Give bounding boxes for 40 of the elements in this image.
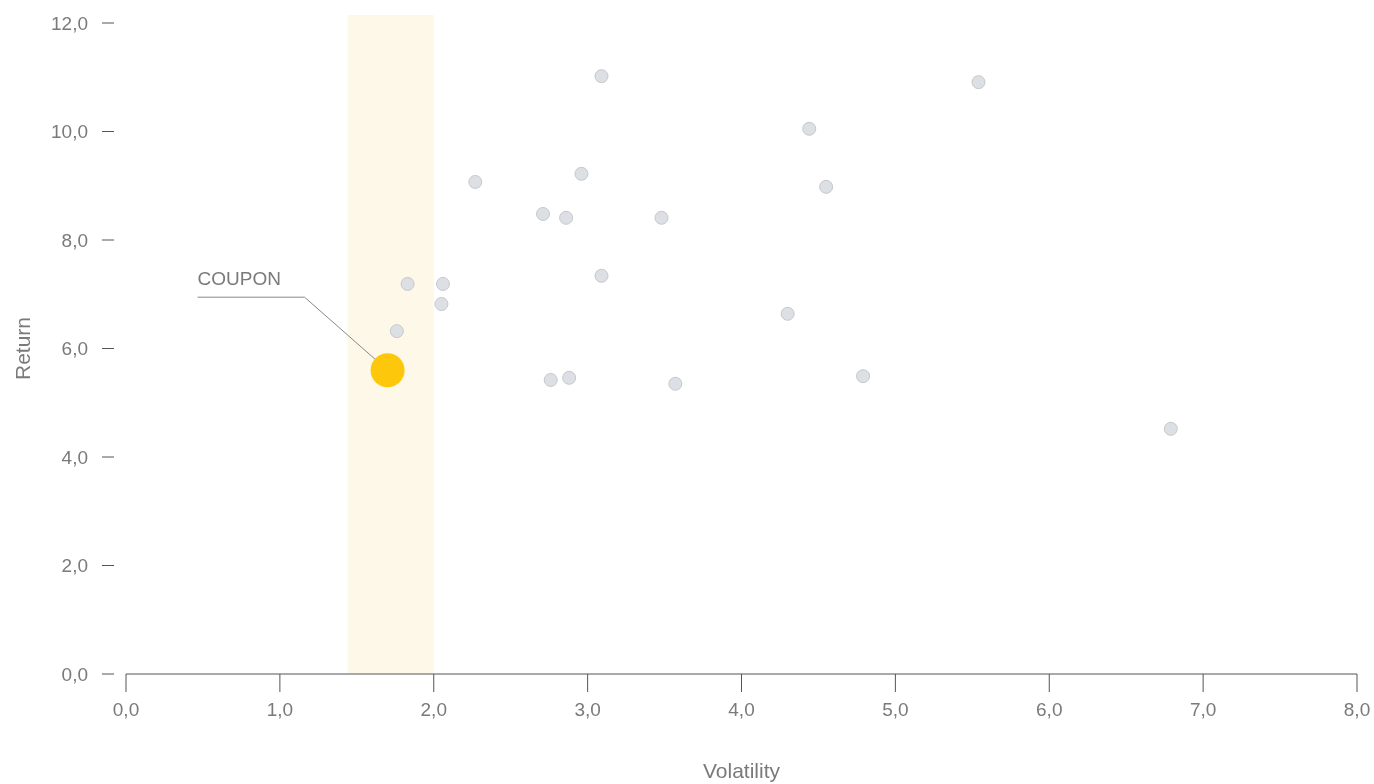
point [856, 369, 871, 384]
x-tick-label: 7,0 [1189, 699, 1217, 720]
x-axis-title: Volatility [702, 759, 781, 782]
point [594, 268, 609, 283]
x-tick-label: 3,0 [574, 699, 601, 720]
point [559, 210, 574, 225]
point [434, 297, 449, 312]
point [435, 276, 450, 291]
point [802, 121, 817, 136]
x-tick-label: 2,0 [420, 699, 447, 720]
point [468, 174, 483, 189]
point [1163, 421, 1178, 436]
y-tick-label: 2,0 [61, 555, 88, 577]
point [562, 370, 577, 385]
point [400, 276, 415, 291]
x-tick-label: 8,0 [1343, 699, 1371, 720]
y-tick-label: 0,0 [61, 663, 88, 685]
y-tick-label: 4,0 [61, 446, 88, 468]
point [370, 353, 405, 388]
point [574, 166, 589, 181]
point [389, 324, 404, 339]
point [594, 69, 609, 84]
annotation: COUPON [197, 268, 281, 290]
x-tick-label: 6,0 [1036, 699, 1063, 720]
point [668, 376, 683, 391]
x-tick-label: 5,0 [882, 699, 909, 720]
point [543, 372, 558, 387]
y-tick-label: 6,0 [61, 338, 88, 360]
point [536, 206, 550, 221]
y-tick-label: 8,0 [61, 229, 88, 251]
x-tick-label: 1,0 [266, 699, 294, 720]
point [654, 210, 669, 225]
point [780, 306, 795, 321]
y-tick-label: 10,0 [51, 121, 88, 143]
x-tick-label: 0,0 [112, 699, 140, 720]
y-axis-title: Return [11, 316, 34, 381]
point [971, 75, 986, 90]
x-tick-label: 4,0 [728, 699, 755, 720]
y-tick-label: 12,0 [51, 12, 88, 34]
point [819, 179, 834, 194]
